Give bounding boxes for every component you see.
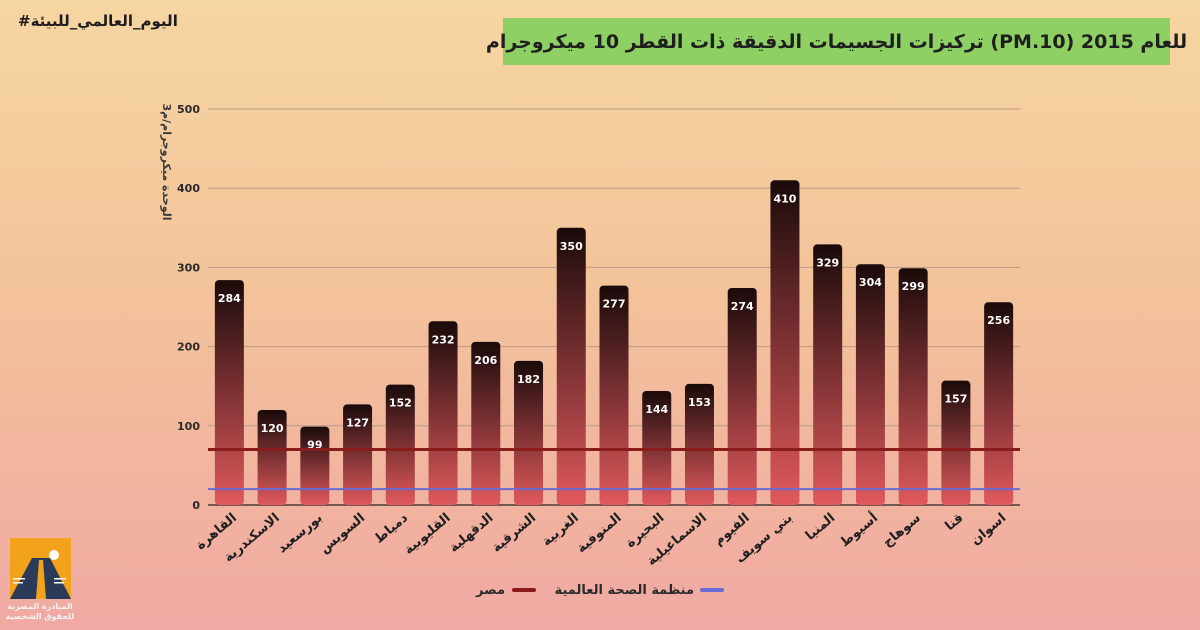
- bar: [855, 264, 885, 505]
- logo-name-line1: المبادرة المصرية: [7, 602, 73, 611]
- logo-name-line2: للحقوق الشخصية: [5, 612, 75, 621]
- bar: [684, 383, 714, 505]
- bar: [428, 321, 458, 505]
- bar: [941, 380, 971, 505]
- bar: [984, 302, 1014, 505]
- x-tick-label: دمياط: [372, 510, 411, 546]
- x-tick-label: المنيا: [803, 511, 838, 544]
- y-tick-label: 100: [177, 420, 200, 433]
- bar: [300, 426, 330, 505]
- eipr-logo-icon: [10, 538, 71, 599]
- bar-value-label: 206: [474, 354, 497, 367]
- bar-value-label: 182: [517, 373, 540, 386]
- x-tick-label: بورسعيد: [275, 511, 326, 557]
- bar-value-label: 232: [432, 333, 455, 346]
- bar-value-label: 144: [645, 403, 668, 416]
- bar: [385, 384, 415, 505]
- bar-value-label: 284: [218, 292, 241, 305]
- bar: [898, 268, 928, 505]
- bar: [471, 341, 501, 505]
- chart-title: تركيزات الجسيمات الدقيقة ذات القطر 10 مي…: [485, 30, 1188, 53]
- bar: [599, 285, 629, 505]
- bar: [642, 390, 672, 505]
- bar: [343, 404, 373, 505]
- bar: [556, 227, 586, 506]
- bar: [727, 287, 757, 505]
- bar-value-label: 329: [816, 256, 839, 269]
- x-tick-label: الشرقية: [489, 511, 539, 556]
- hashtag-label: #اليوم_العالمي_للبيئة: [18, 12, 178, 30]
- bar: [514, 360, 544, 505]
- bar-value-label: 350: [560, 240, 583, 253]
- bar-value-label: 410: [773, 192, 796, 205]
- x-tick-label: القليوبية: [401, 511, 453, 558]
- bar-value-label: 256: [987, 314, 1010, 327]
- y-axis-label: الوحدة ميكروجرام/م3: [160, 103, 173, 220]
- y-tick-label: 300: [177, 261, 200, 274]
- y-tick-label: 400: [177, 182, 200, 195]
- x-tick-label: أسيوط: [836, 509, 881, 550]
- y-tick-label: 500: [177, 103, 200, 116]
- bar-value-label: 299: [902, 280, 925, 293]
- bar-value-label: 127: [346, 416, 369, 429]
- legend-label: منظمة الصحة العالمية: [555, 583, 694, 598]
- bar-value-label: 153: [688, 396, 711, 409]
- x-tick-label: المنوفية: [574, 511, 624, 557]
- x-tick-label: سوهاج: [880, 511, 924, 551]
- chart-title-box: تركيزات الجسيمات الدقيقة ذات القطر 10 مي…: [486, 18, 1187, 65]
- bar: [770, 180, 800, 505]
- bar: [813, 244, 843, 505]
- bar-value-label: 157: [944, 393, 967, 406]
- y-tick-label: 200: [177, 341, 200, 354]
- x-tick-label: السويس: [317, 511, 368, 557]
- x-tick-label: قنا: [942, 511, 966, 535]
- bar-value-label: 274: [731, 300, 754, 313]
- logo-name: المبادرة المصرية للحقوق الشخصية: [4, 602, 76, 622]
- bar-value-label: 152: [389, 397, 412, 410]
- bar: [257, 409, 287, 505]
- bar: [214, 280, 244, 505]
- bar-value-label: 120: [261, 422, 284, 435]
- x-tick-label: الدقهلية: [447, 511, 497, 556]
- legend-label: مصر: [475, 583, 505, 598]
- bar-value-label: 304: [859, 276, 882, 289]
- y-tick-label: 0: [192, 499, 200, 512]
- x-tick-label: اسوان: [968, 511, 1009, 549]
- bar-value-label: 277: [603, 298, 626, 311]
